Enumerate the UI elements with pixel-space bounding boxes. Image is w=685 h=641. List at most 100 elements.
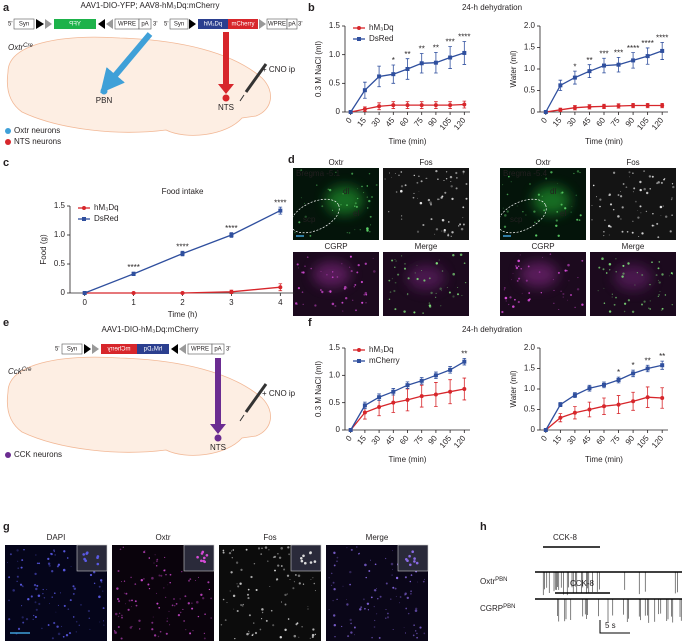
speckle xyxy=(116,587,119,590)
speckle xyxy=(435,169,438,173)
data-point xyxy=(391,400,396,405)
speckle xyxy=(246,632,249,636)
speckle xyxy=(407,612,410,615)
speckle xyxy=(75,620,78,623)
speckle xyxy=(312,577,314,579)
panel-title: 24-h dehydration xyxy=(462,3,522,12)
speckle xyxy=(643,300,646,303)
construct-end: 5' xyxy=(164,22,168,28)
speckle xyxy=(202,559,205,563)
speckle xyxy=(42,593,44,595)
speckle xyxy=(641,303,643,306)
construct-text: WPRE xyxy=(268,22,286,28)
speckle xyxy=(287,546,290,549)
legend-dot xyxy=(5,139,11,145)
data-point xyxy=(543,428,548,432)
speckle xyxy=(671,183,674,185)
speckle xyxy=(656,222,659,225)
speckle xyxy=(224,619,227,622)
speckle xyxy=(131,606,133,608)
speckle xyxy=(556,183,558,185)
speckle xyxy=(156,602,159,605)
speckle xyxy=(341,625,343,628)
speckle xyxy=(19,583,23,586)
speckle xyxy=(388,279,391,282)
mouse-name: Oxtr xyxy=(8,43,23,52)
speckle xyxy=(608,269,611,271)
speckle xyxy=(413,624,415,626)
speckle xyxy=(210,617,213,619)
channel-label: CGRP xyxy=(531,242,554,251)
speckle xyxy=(427,198,431,202)
construct-box xyxy=(169,18,189,30)
speckle xyxy=(514,298,516,301)
speckle xyxy=(552,279,554,281)
speckle xyxy=(134,583,137,585)
speckle xyxy=(575,194,578,197)
speckle xyxy=(462,223,465,226)
speckle xyxy=(564,269,567,272)
significance: *** xyxy=(614,48,623,57)
speckle xyxy=(645,210,648,213)
speckle xyxy=(9,553,12,556)
speckle xyxy=(117,598,119,600)
speckle xyxy=(416,632,418,635)
construct-box xyxy=(101,344,137,354)
speckle xyxy=(366,207,369,209)
speckle xyxy=(228,551,232,555)
speckle xyxy=(671,214,673,217)
speckle xyxy=(124,603,127,605)
speckle xyxy=(576,218,579,221)
speckle xyxy=(33,583,37,587)
speckle xyxy=(364,291,368,295)
speckle xyxy=(615,296,617,299)
inset xyxy=(76,544,108,572)
speckle xyxy=(43,597,46,599)
speckle xyxy=(200,552,204,555)
speckle xyxy=(277,564,280,567)
bregma-label: Bregma -5.1 xyxy=(296,169,341,178)
speckle xyxy=(117,615,120,618)
speckle xyxy=(242,603,244,606)
speckle xyxy=(522,210,524,213)
speckle xyxy=(608,310,612,313)
speckle xyxy=(51,570,54,573)
speckle xyxy=(400,171,403,173)
speckle xyxy=(363,293,366,296)
significance: ** xyxy=(419,45,425,54)
speckle xyxy=(649,308,652,310)
speckle xyxy=(509,296,512,299)
speckle xyxy=(355,205,358,208)
speckle xyxy=(168,610,170,612)
speckle xyxy=(72,585,75,588)
speckle xyxy=(296,263,299,266)
speckle xyxy=(342,585,344,587)
construct-text: WPRE xyxy=(118,22,136,28)
speckle xyxy=(385,608,387,610)
speckle xyxy=(389,291,392,293)
speckle xyxy=(275,578,279,581)
speckle xyxy=(284,628,287,632)
speckle xyxy=(527,299,531,302)
speckle xyxy=(35,608,38,611)
speckle xyxy=(312,628,315,631)
speckle xyxy=(272,556,275,559)
speckle xyxy=(370,224,372,226)
speckle xyxy=(311,635,314,639)
speckle xyxy=(394,173,396,174)
speckle xyxy=(465,197,468,200)
speckle xyxy=(264,546,268,549)
speckle xyxy=(452,295,455,298)
data-point xyxy=(278,285,283,290)
speckle xyxy=(127,608,130,611)
speckle xyxy=(114,631,117,634)
trace-label: OxtrPBN xyxy=(480,577,507,587)
speckle xyxy=(8,576,11,579)
speckle xyxy=(458,225,460,227)
speckle xyxy=(309,561,313,564)
speckle xyxy=(569,293,573,297)
data-point xyxy=(419,378,424,383)
x-tick-label: 120 xyxy=(650,433,666,449)
y-tick-label: 2.0 xyxy=(524,21,536,30)
construct-box xyxy=(286,18,298,30)
